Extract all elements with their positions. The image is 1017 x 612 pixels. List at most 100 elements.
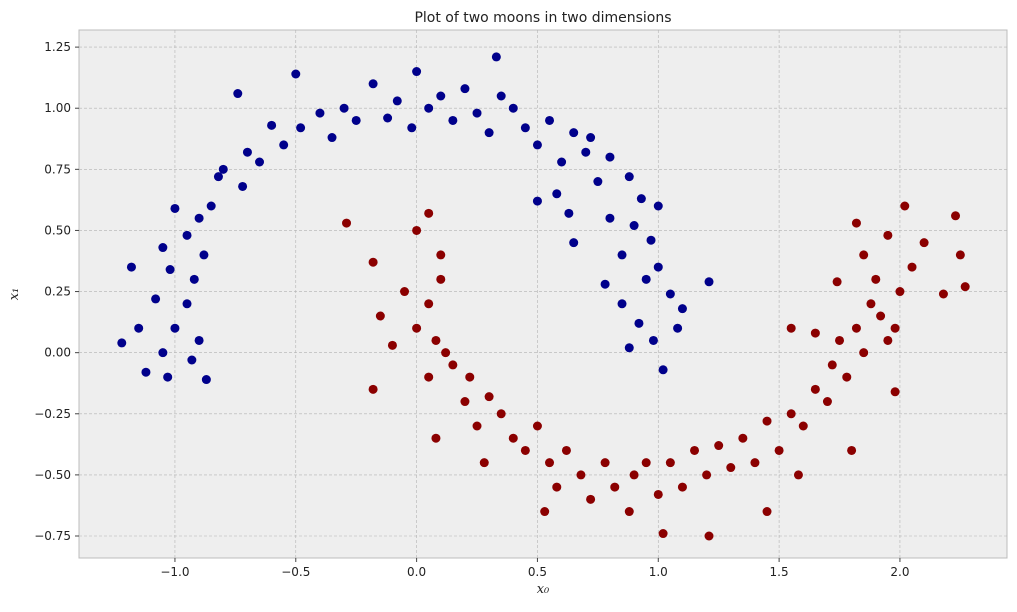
point (532, 140, 542, 150)
point (938, 289, 948, 299)
point (677, 304, 687, 314)
point (564, 208, 574, 218)
point (436, 91, 446, 101)
y-tick-label: 1.25 (44, 40, 71, 54)
x-tick-label: 1.5 (770, 565, 789, 579)
point (653, 262, 663, 272)
point (883, 230, 893, 240)
point (658, 365, 668, 375)
point (726, 463, 736, 473)
point (460, 84, 470, 94)
point (810, 328, 820, 338)
point (557, 157, 567, 167)
point (907, 262, 917, 272)
point (774, 445, 784, 455)
point (702, 470, 712, 480)
point (400, 287, 410, 297)
point (851, 323, 861, 333)
point (581, 147, 591, 157)
plot-area (78, 29, 1008, 559)
y-axis-label: x₁ (7, 288, 22, 301)
point (158, 243, 168, 253)
point (832, 277, 842, 287)
point (653, 489, 663, 499)
point (605, 152, 615, 162)
point (194, 335, 204, 345)
point (704, 277, 714, 287)
point (255, 157, 265, 167)
point (279, 140, 289, 150)
point (187, 355, 197, 365)
point (460, 397, 470, 407)
point (835, 335, 845, 345)
point (636, 194, 646, 204)
point (641, 274, 651, 284)
point (634, 318, 644, 328)
point (141, 367, 151, 377)
point (383, 113, 393, 123)
point (786, 409, 796, 419)
point (605, 213, 615, 223)
x-tick-label: 2.0 (890, 565, 909, 579)
point (569, 238, 579, 248)
point (798, 421, 808, 431)
point (883, 335, 893, 345)
point (436, 274, 446, 284)
point (561, 445, 571, 455)
point (600, 279, 610, 289)
point (842, 372, 852, 382)
point (126, 262, 136, 272)
point (472, 421, 482, 431)
point (368, 79, 378, 89)
point (827, 360, 837, 370)
point (658, 529, 668, 539)
point (810, 384, 820, 394)
point (677, 482, 687, 492)
point (617, 250, 627, 260)
point (951, 211, 961, 221)
y-tick-label: 0.00 (44, 346, 71, 360)
point (750, 458, 760, 468)
point (189, 274, 199, 284)
point (424, 299, 434, 309)
point (552, 189, 562, 199)
point (866, 299, 876, 309)
x-tick-label: −0.5 (281, 565, 310, 579)
point (484, 128, 494, 138)
point (412, 323, 422, 333)
point (960, 282, 970, 292)
point (496, 409, 506, 419)
point (465, 372, 475, 382)
point (242, 147, 252, 157)
point (201, 375, 211, 385)
point (532, 421, 542, 431)
point (847, 445, 857, 455)
point (431, 335, 441, 345)
point (871, 274, 881, 284)
point (629, 470, 639, 480)
point (653, 201, 663, 211)
chart-title: Plot of two moons in two dimensions (414, 10, 671, 26)
point (315, 108, 325, 118)
point (762, 507, 772, 517)
point (491, 52, 501, 62)
point (424, 103, 434, 113)
point (484, 392, 494, 402)
point (859, 250, 869, 260)
point (540, 507, 550, 517)
point (738, 433, 748, 443)
point (648, 335, 658, 345)
point (472, 108, 482, 118)
point (392, 96, 402, 106)
point (762, 416, 772, 426)
point (170, 323, 180, 333)
point (479, 458, 489, 468)
point (436, 250, 446, 260)
point (508, 433, 518, 443)
y-tick-label: 1.00 (44, 101, 71, 115)
point (793, 470, 803, 480)
point (786, 323, 796, 333)
point (151, 294, 161, 304)
point (448, 360, 458, 370)
point (424, 208, 434, 218)
